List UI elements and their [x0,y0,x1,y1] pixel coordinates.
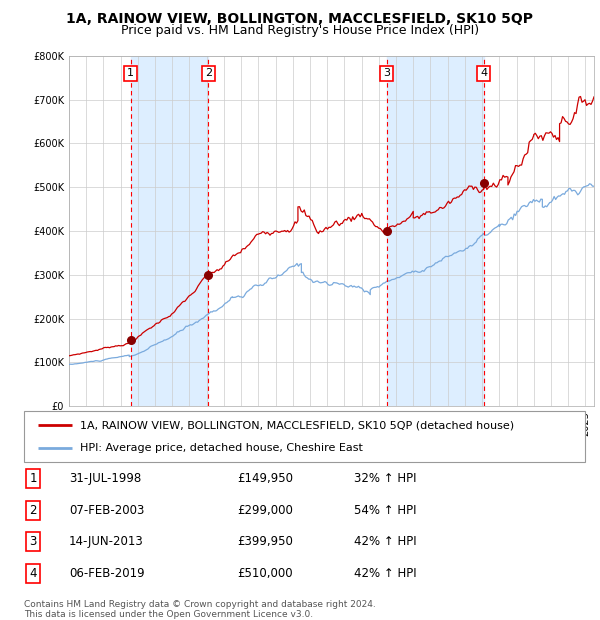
Text: HPI: Average price, detached house, Cheshire East: HPI: Average price, detached house, Ches… [80,443,363,453]
Text: £299,000: £299,000 [237,504,293,516]
Text: Contains HM Land Registry data © Crown copyright and database right 2024.
This d: Contains HM Land Registry data © Crown c… [24,600,376,619]
Text: 07-FEB-2003: 07-FEB-2003 [69,504,145,516]
Text: 14-JUN-2013: 14-JUN-2013 [69,536,144,548]
Text: 1A, RAINOW VIEW, BOLLINGTON, MACCLESFIELD, SK10 5QP: 1A, RAINOW VIEW, BOLLINGTON, MACCLESFIEL… [67,12,533,27]
Text: 2: 2 [29,504,37,516]
Text: 3: 3 [29,536,37,548]
Text: 1A, RAINOW VIEW, BOLLINGTON, MACCLESFIELD, SK10 5QP (detached house): 1A, RAINOW VIEW, BOLLINGTON, MACCLESFIEL… [80,420,514,430]
Text: 2: 2 [205,68,212,78]
Bar [386,56,484,406]
Text: 31-JUL-1998: 31-JUL-1998 [69,472,141,485]
Text: 42% ↑ HPI: 42% ↑ HPI [354,536,416,548]
Text: 32% ↑ HPI: 32% ↑ HPI [354,472,416,485]
Text: £149,950: £149,950 [237,472,293,485]
Bar [131,56,208,406]
Text: £510,000: £510,000 [237,567,293,580]
FancyBboxPatch shape [24,411,585,462]
Text: 54% ↑ HPI: 54% ↑ HPI [354,504,416,516]
Text: £399,950: £399,950 [237,536,293,548]
Text: 42% ↑ HPI: 42% ↑ HPI [354,567,416,580]
Text: 4: 4 [29,567,37,580]
Text: 1: 1 [29,472,37,485]
Text: 4: 4 [480,68,487,78]
Text: 06-FEB-2019: 06-FEB-2019 [69,567,145,580]
Text: 1: 1 [127,68,134,78]
Text: 3: 3 [383,68,390,78]
Text: Price paid vs. HM Land Registry's House Price Index (HPI): Price paid vs. HM Land Registry's House … [121,24,479,37]
